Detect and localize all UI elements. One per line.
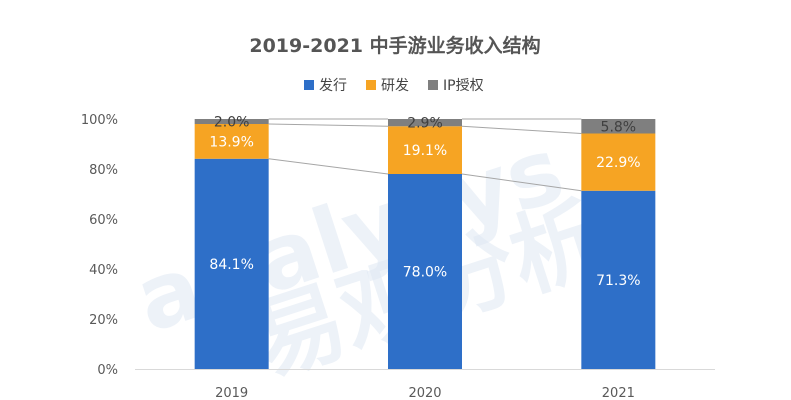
data-label: 78.0%: [403, 265, 447, 281]
legend-swatch: [366, 80, 376, 90]
bar-segment: [581, 190, 656, 369]
bar-segment: [388, 119, 462, 127]
legend: 发行 研发 IP授权: [304, 78, 484, 94]
connector-line: [268, 123, 389, 127]
x-axis: 2019 2020 2021: [135, 369, 715, 400]
y-tick-label: 0%: [97, 363, 118, 378]
x-tick-label: 2019: [215, 386, 248, 400]
connector-line: [461, 125, 582, 134]
data-label: 19.1%: [403, 143, 447, 159]
bar-segment: [581, 133, 656, 191]
bar-segment: [194, 124, 269, 159]
data-label: 22.9%: [596, 155, 640, 171]
legend-swatch: [304, 80, 314, 90]
data-label: 2.9%: [407, 116, 443, 132]
connector-line: [268, 158, 389, 175]
y-tick-label: 60%: [89, 213, 118, 228]
chart-title: 2019-2021 中手游业务收入结构: [249, 34, 540, 57]
bar-segment: [388, 174, 462, 369]
y-tick-label: 80%: [89, 163, 118, 178]
legend-label: 研发: [381, 78, 409, 94]
bar-segment: [194, 119, 269, 124]
data-label: 84.1%: [209, 257, 253, 273]
connector-lines: [268, 118, 582, 192]
data-label: 71.3%: [596, 273, 640, 289]
bars: 84.1% 13.9% 2.0% 78.0% 19.1% 2.9% 71.3% 22.9% 5.…: [194, 115, 656, 369]
y-tick-label: 100%: [81, 113, 118, 128]
bar-segment: [388, 126, 462, 174]
data-label: 13.9%: [209, 134, 253, 150]
bar-segment: [194, 158, 269, 369]
y-axis: 0% 20% 40% 60% 80% 100%: [81, 113, 118, 378]
connector-line: [461, 173, 582, 192]
data-label: 5.8%: [601, 119, 637, 135]
bar-segment: [581, 119, 656, 134]
legend-label: 发行: [319, 78, 347, 94]
legend-label: IP授权: [443, 78, 484, 94]
y-tick-label: 40%: [89, 263, 118, 278]
data-label: 2.0%: [214, 115, 250, 131]
x-tick-label: 2021: [602, 386, 635, 400]
legend-swatch: [428, 80, 438, 90]
x-tick-label: 2020: [408, 386, 441, 400]
y-tick-label: 20%: [89, 313, 118, 328]
